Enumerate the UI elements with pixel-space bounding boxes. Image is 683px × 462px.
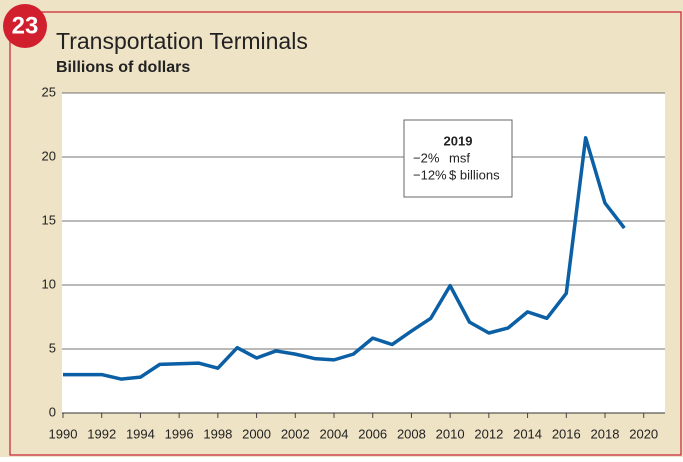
x-tick-label: 2010 [436,426,465,441]
badge [3,4,47,48]
x-tick-label: 1992 [87,426,116,441]
y-tick-label: 0 [49,404,56,419]
badge-number: 23 [12,12,39,39]
chart-subtitle: Billions of dollars [56,59,190,76]
x-tick-label: 2002 [281,426,310,441]
x-tick-label: 2012 [474,426,503,441]
x-tick-label: 2006 [358,426,387,441]
y-tick-label: 20 [42,148,56,163]
annotation-title: 2019 [444,133,473,148]
y-tick-label: 15 [42,212,56,227]
x-tick-label: 2018 [591,426,620,441]
x-tick-label: 2000 [242,426,271,441]
x-tick-label: 1990 [49,426,78,441]
annotation-label: msf [449,150,470,165]
annotation-label: $ billions [449,167,500,182]
x-tick-label: 2008 [397,426,426,441]
x-tick-label: 2020 [629,426,658,441]
x-tick-label: 2016 [552,426,581,441]
data-line [63,136,626,381]
y-tick-label: 25 [42,84,56,99]
x-tick-label: 1996 [165,426,194,441]
x-tick-label: 1994 [126,426,155,441]
chart-title: Transportation Terminals [56,28,308,54]
y-tick-label: 5 [49,340,56,355]
x-tick-label: 2014 [513,426,542,441]
y-tick-label: 10 [42,276,56,291]
plot-area [62,93,665,413]
x-tick-label: 1998 [203,426,232,441]
annotation-change: −2% [413,150,440,165]
annotation-box [403,119,513,198]
frame [9,11,682,456]
x-tick-label: 2004 [320,426,349,441]
annotation-change: −12% [413,167,447,182]
